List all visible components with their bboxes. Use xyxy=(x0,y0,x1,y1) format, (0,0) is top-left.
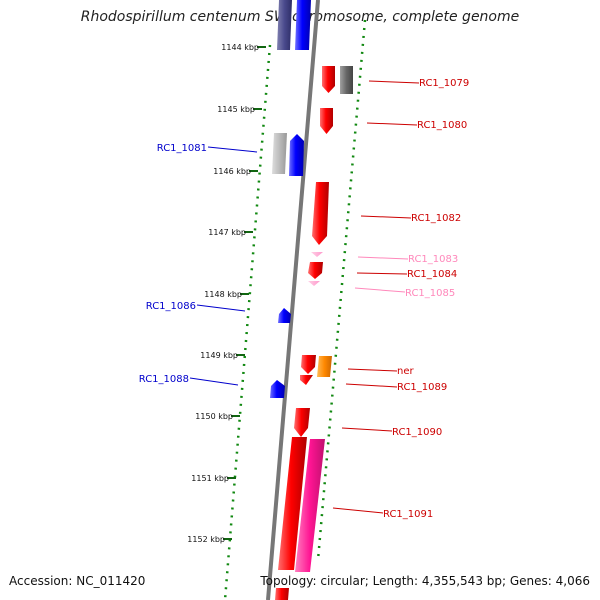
feature-rc1-1088[interactable] xyxy=(270,380,285,398)
gene-labels: RC1_1079 RC1_1080 RC1_1081 RC1_1082 RC1_1083… xyxy=(139,78,470,520)
tick-label: 1148 kbp xyxy=(204,290,242,299)
gene-leader-line xyxy=(356,272,408,275)
feature-rc1-1086[interactable] xyxy=(278,308,291,323)
tick-label: 1144 kbp xyxy=(221,43,259,52)
tick-label: 1145 kbp xyxy=(217,105,255,114)
left-guide-line xyxy=(223,44,272,600)
feature-top-blue[interactable] xyxy=(295,0,311,50)
tick-label: 1152 kbp xyxy=(187,535,225,544)
feature-rc1-1081[interactable] xyxy=(289,134,304,176)
gene-label[interactable]: RC1_1089 xyxy=(397,382,447,393)
gene-leader-line xyxy=(357,256,409,260)
right-guide-line xyxy=(316,19,367,561)
gene-label[interactable]: RC1_1084 xyxy=(407,269,457,280)
tick-label: 1147 kbp xyxy=(208,228,246,237)
gene-leader-line xyxy=(207,146,258,153)
gene-label[interactable]: RC1_1091 xyxy=(383,509,433,520)
feature-rc1-1091[interactable] xyxy=(278,437,307,570)
gene-leader-line xyxy=(189,377,239,386)
feature-rc1-1080[interactable] xyxy=(320,108,333,134)
gene-leader-line xyxy=(360,215,412,219)
feature-rc1-1085[interactable] xyxy=(308,281,320,286)
tick-label: 1151 kbp xyxy=(191,474,229,483)
gene-label[interactable]: RC1_1080 xyxy=(417,120,467,131)
feature-ner-small[interactable] xyxy=(300,375,313,385)
gene-leader-line xyxy=(368,80,420,84)
tick-label: 1149 kbp xyxy=(200,351,238,360)
gene-label[interactable]: ner xyxy=(397,366,414,377)
topology-text: Topology: circular; Length: 4,355,543 bp… xyxy=(260,574,590,588)
feature-rc1-1084[interactable] xyxy=(308,262,323,279)
gene-features xyxy=(270,0,353,600)
feature-rc1-1082[interactable] xyxy=(312,182,329,245)
gene-leader-line xyxy=(366,122,418,126)
tick-label: 1146 kbp xyxy=(213,167,251,176)
feature-rrna[interactable] xyxy=(295,439,325,572)
tick-label: 1150 kbp xyxy=(195,412,233,421)
gene-label[interactable]: RC1_1086 xyxy=(146,301,196,312)
gene-leader-line xyxy=(341,427,393,432)
gene-label[interactable]: RC1_1083 xyxy=(408,254,458,265)
feature-bottom-red[interactable] xyxy=(275,588,289,600)
gene-label[interactable]: RC1_1085 xyxy=(405,288,455,299)
accession-text: Accession: NC_011420 xyxy=(9,574,146,588)
gene-leader-line xyxy=(332,507,384,514)
feature-orange-ner[interactable] xyxy=(317,356,332,377)
gene-label[interactable]: RC1_1081 xyxy=(157,143,207,154)
gene-label[interactable]: RC1_1088 xyxy=(139,374,189,385)
gene-leader-line xyxy=(196,304,246,312)
tick-marks: 1144 kbp 1145 kbp 1146 kbp 1147 kbp 1148 kbp… xyxy=(187,43,266,544)
gene-leader-line xyxy=(354,287,406,293)
feature-top-navy[interactable] xyxy=(277,0,292,50)
gene-leader-line xyxy=(345,383,398,388)
feature-gray-1079[interactable] xyxy=(340,66,353,94)
feature-ner[interactable] xyxy=(301,355,316,374)
gene-label[interactable]: RC1_1090 xyxy=(392,427,442,438)
gene-leader-line xyxy=(347,368,398,372)
feature-rc1-1090[interactable] xyxy=(294,408,310,437)
gene-label[interactable]: RC1_1082 xyxy=(411,213,461,224)
gene-label[interactable]: RC1_1079 xyxy=(419,78,469,89)
backbone-line xyxy=(266,0,320,600)
feature-rc1-1079[interactable] xyxy=(322,66,335,93)
feature-gray-1081[interactable] xyxy=(272,133,287,174)
feature-rc1-1083[interactable] xyxy=(311,252,323,257)
